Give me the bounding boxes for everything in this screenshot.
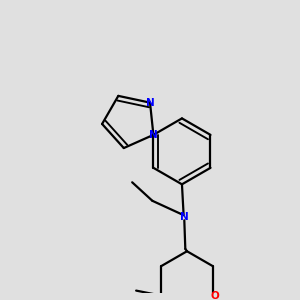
Text: N: N [146,98,154,108]
Text: O: O [211,291,220,300]
Text: N: N [149,130,158,140]
Text: N: N [180,212,189,222]
